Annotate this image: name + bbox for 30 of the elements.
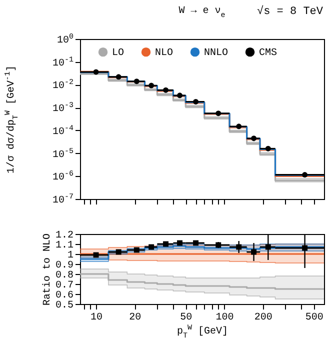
y-tick-label: 0.6: [55, 290, 74, 302]
x-tick-label: 500: [305, 312, 324, 324]
x-axis-title: p$_{T}$$^{W}$ [GeV]: [176, 324, 228, 338]
y-tick-label: 1.1: [55, 240, 74, 252]
text: √s = 8 TeV: [256, 6, 323, 18]
y-tick-label: 0.9: [55, 260, 74, 272]
y-tick-label: 10$^{-1}$: [52, 56, 74, 70]
y-tick-label: 10$^{-3}$: [52, 101, 74, 116]
y-tick-label: 10$^{-7}$: [52, 194, 74, 206]
legend-label: NLO: [155, 48, 174, 60]
legend-label: CMS: [259, 48, 278, 60]
y-tick-label: 1.2: [55, 230, 74, 242]
x-tick-label: 20: [129, 312, 142, 324]
x-tick-label: 10: [90, 312, 103, 324]
legend-label: NNLO: [204, 48, 228, 60]
y-tick-label: 1: [67, 250, 74, 262]
y-tick-label: 10$^{0}$: [56, 32, 74, 46]
y-tick-label: 10$^{-5}$: [52, 148, 74, 161]
x-tick-label: 200: [254, 312, 272, 324]
legend-label: LO: [112, 48, 124, 60]
y-tick-label: 10$^{-2}$: [52, 78, 74, 92]
y-tick-label: 10$^{-4}$: [52, 124, 74, 138]
x-tick-label: 50: [180, 312, 192, 324]
chart-title: W → e ν$_{e}$: [178, 6, 226, 20]
y-tick-label: 0.8: [55, 270, 74, 282]
y-tick-label: 0.5: [55, 300, 74, 312]
y-tick-label: 0.7: [55, 280, 74, 292]
x-tick-label: 100: [216, 312, 234, 324]
y-axis-title: Ratio to NLO: [41, 233, 54, 306]
y-tick-label: 10$^{-6}$: [52, 170, 74, 184]
